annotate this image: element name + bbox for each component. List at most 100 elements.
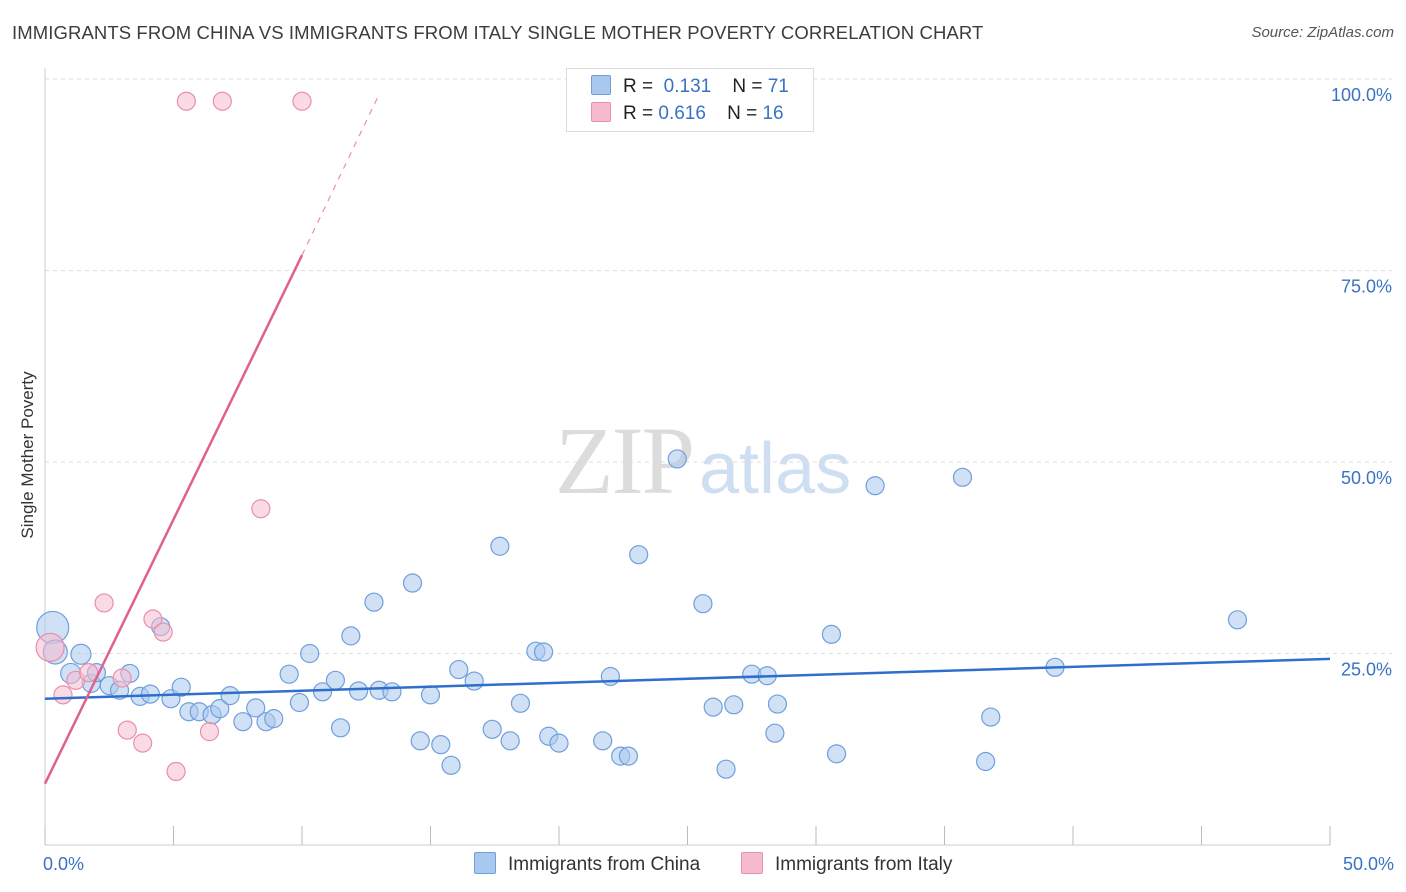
china-point <box>289 692 310 713</box>
china-point <box>279 664 299 684</box>
china-point <box>693 594 713 614</box>
china-point <box>70 643 92 665</box>
china-point <box>716 759 736 779</box>
china-point <box>420 685 441 705</box>
china-point <box>865 476 885 496</box>
china-point <box>482 719 502 739</box>
legend-item-china: Immigrants from China <box>474 852 700 876</box>
italy-point <box>35 632 65 662</box>
china-point <box>402 573 423 593</box>
italy-r-value: 0.616 <box>658 103 706 124</box>
china-point <box>724 695 744 715</box>
china-point <box>220 686 240 706</box>
axes <box>44 68 1331 846</box>
legend-row-italy: R = 0.616 N = 16 <box>591 102 784 126</box>
china-point <box>233 712 253 732</box>
italy-point <box>176 91 196 111</box>
china-point <box>765 723 785 743</box>
china-n-label: N = <box>732 76 763 97</box>
legend-row-china: R = 0.131 N = 71 <box>591 75 789 99</box>
china-point <box>976 751 996 772</box>
china-point <box>330 718 351 738</box>
italy-point <box>133 733 153 753</box>
watermark-atlas: atlas <box>699 429 852 509</box>
y-tick-label: 50.0% <box>1341 468 1392 488</box>
china-point <box>300 643 320 664</box>
legend-italy-label: Immigrants from Italy <box>775 854 953 875</box>
china-point <box>364 592 384 612</box>
china-point <box>952 467 973 487</box>
china-point <box>325 670 346 690</box>
watermark: ZIPatlas <box>555 405 851 516</box>
italy-series-points <box>35 91 312 782</box>
china-n-value: 71 <box>767 76 789 97</box>
china-swatch <box>591 75 611 95</box>
x-tick-label: 50.0% <box>1343 854 1394 874</box>
china-point <box>510 693 531 713</box>
legend-item-italy: Immigrants from Italy <box>741 852 952 876</box>
china-point <box>981 707 1001 727</box>
italy-trend-extension <box>301 94 380 256</box>
italy-point <box>153 622 173 642</box>
italy-point <box>143 609 163 629</box>
china-r-label: R = <box>623 76 654 97</box>
china-point <box>210 699 230 719</box>
china-point <box>341 626 361 646</box>
china-trend-line <box>44 657 1331 700</box>
italy-point <box>166 761 186 782</box>
china-point <box>826 744 847 764</box>
china-point <box>348 681 369 701</box>
china-point <box>600 666 621 687</box>
series-legend: Immigrants from China Immigrants from It… <box>0 852 1406 878</box>
china-point <box>431 735 451 755</box>
italy-point <box>53 685 73 705</box>
italy-n-value: 16 <box>762 103 784 124</box>
legend-italy-swatch <box>741 852 763 874</box>
italy-point <box>251 499 271 519</box>
tick-labels: 25.0% 50.0% 75.0% 100.0% 0.0% 50.0% <box>43 85 1394 874</box>
italy-r-label: R = <box>623 103 654 124</box>
italy-point <box>212 91 232 111</box>
china-point <box>410 731 430 751</box>
italy-point <box>112 668 132 688</box>
y-tick-label: 75.0% <box>1341 277 1392 297</box>
x-tick-label: 0.0% <box>43 854 84 874</box>
china-point <box>821 624 842 644</box>
italy-point <box>117 720 137 740</box>
china-point <box>667 449 687 469</box>
trend-lines <box>43 94 1331 785</box>
china-point <box>464 671 484 691</box>
italy-point <box>94 593 114 613</box>
italy-point <box>199 722 220 742</box>
china-point <box>533 642 554 662</box>
legend-china-swatch <box>474 852 496 874</box>
y-tick-label: 100.0% <box>1331 85 1392 105</box>
italy-swatch <box>591 102 611 122</box>
italy-point <box>292 91 312 111</box>
china-point <box>441 755 461 775</box>
correlation-legend: R = 0.131 N = 71 R = 0.616 N = 16 <box>566 68 814 132</box>
italy-trend-line <box>43 254 304 785</box>
china-point <box>629 545 649 565</box>
china-point <box>382 682 402 702</box>
china-point <box>490 536 510 556</box>
italy-n-label: N = <box>727 103 758 124</box>
china-point <box>618 746 638 766</box>
china-point <box>500 731 520 751</box>
china-r-value: 0.131 <box>663 76 712 97</box>
china-point <box>171 677 191 697</box>
chart-title: IMMIGRANTS FROM CHINA VS IMMIGRANTS FROM… <box>12 22 984 43</box>
china-point <box>1227 610 1248 630</box>
china-point <box>449 659 469 680</box>
china-point <box>246 698 266 718</box>
china-point <box>264 709 284 729</box>
legend-china-label: Immigrants from China <box>508 854 701 875</box>
china-point <box>593 731 613 751</box>
china-point <box>549 733 569 753</box>
y-tick-label: 25.0% <box>1341 660 1392 680</box>
china-point <box>312 682 333 702</box>
source-credit: Source: ZipAtlas.com <box>1251 24 1394 41</box>
china-point <box>767 694 788 714</box>
china-point <box>703 697 723 717</box>
